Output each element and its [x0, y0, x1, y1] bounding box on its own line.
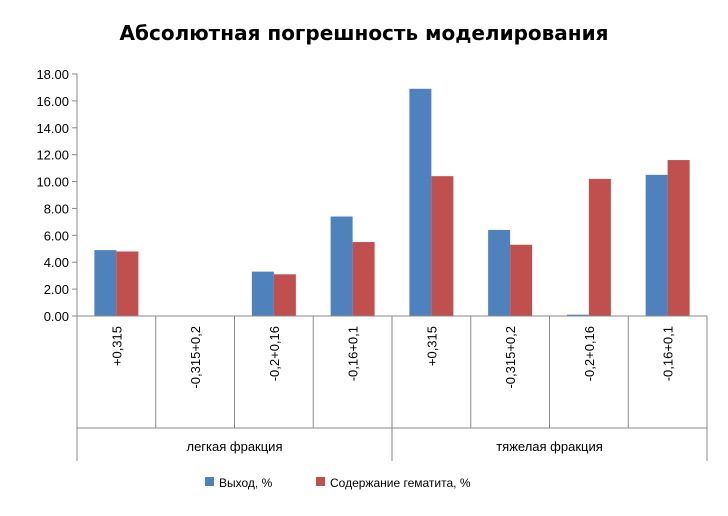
bar-series-1 — [251, 271, 274, 316]
y-tick-label: 6.00 — [44, 228, 69, 243]
y-tick-label: 14.00 — [36, 121, 69, 136]
bar-series-2 — [588, 178, 611, 316]
bar-series-2 — [273, 274, 296, 316]
y-axis: 0.00 2.00 4.00 6.00 8.00 10.00 12.00 14.00 16.00… — [36, 67, 78, 324]
legend-swatch — [316, 477, 325, 486]
group-label: легкая фракция — [186, 439, 282, 454]
x-tick-label: -0,315+0,2 — [188, 326, 203, 389]
x-axis: +0,315 -0,315+0,2 -0,2+0,16 -0,16+0,1 +0,315… — [76, 315, 708, 461]
bar-series-1 — [645, 174, 668, 316]
y-tick-label: 4.00 — [44, 255, 69, 270]
y-tick-label: 16.00 — [36, 94, 69, 109]
bar-series-2 — [667, 160, 690, 316]
bar-series-1 — [409, 88, 432, 317]
legend-entry: Содержание гематита, % — [330, 476, 471, 490]
bar-series-1 — [94, 250, 117, 316]
y-tick-label: 18.00 — [36, 67, 69, 82]
x-tick-label: -0,315+0,2 — [503, 326, 518, 389]
bar-series-2 — [510, 244, 533, 316]
x-tick-label: +0,315 — [109, 326, 124, 366]
bar-series-1 — [330, 216, 353, 316]
y-tick-label: 10.00 — [36, 175, 69, 190]
x-tick-label: -0,2+0,16 — [582, 326, 597, 381]
bar-series-2 — [431, 176, 454, 316]
chart-title: Абсолютная погрешность моделирования — [120, 21, 609, 45]
legend-swatch — [205, 477, 214, 486]
bar-series-2 — [352, 242, 375, 316]
x-tick-label: +0,315 — [424, 326, 439, 366]
y-tick-label: 2.00 — [44, 282, 69, 297]
y-tick-label: 8.00 — [44, 201, 69, 216]
bar-series-1 — [566, 314, 589, 316]
legend: Выход, % Содержание гематита, % — [205, 476, 471, 490]
legend-entry: Выход, % — [219, 476, 273, 490]
bars — [94, 88, 690, 317]
x-tick-label: -0,16+0,1 — [346, 326, 361, 381]
x-tick-label: -0,16+0,1 — [661, 326, 676, 381]
y-tick-label: 0.00 — [44, 309, 69, 324]
group-label: тяжелая фракция — [496, 439, 603, 454]
bar-series-2 — [116, 251, 139, 316]
bar-series-1 — [488, 229, 511, 316]
y-tick-label: 12.00 — [36, 148, 69, 163]
x-tick-label: -0,2+0,16 — [267, 326, 282, 381]
